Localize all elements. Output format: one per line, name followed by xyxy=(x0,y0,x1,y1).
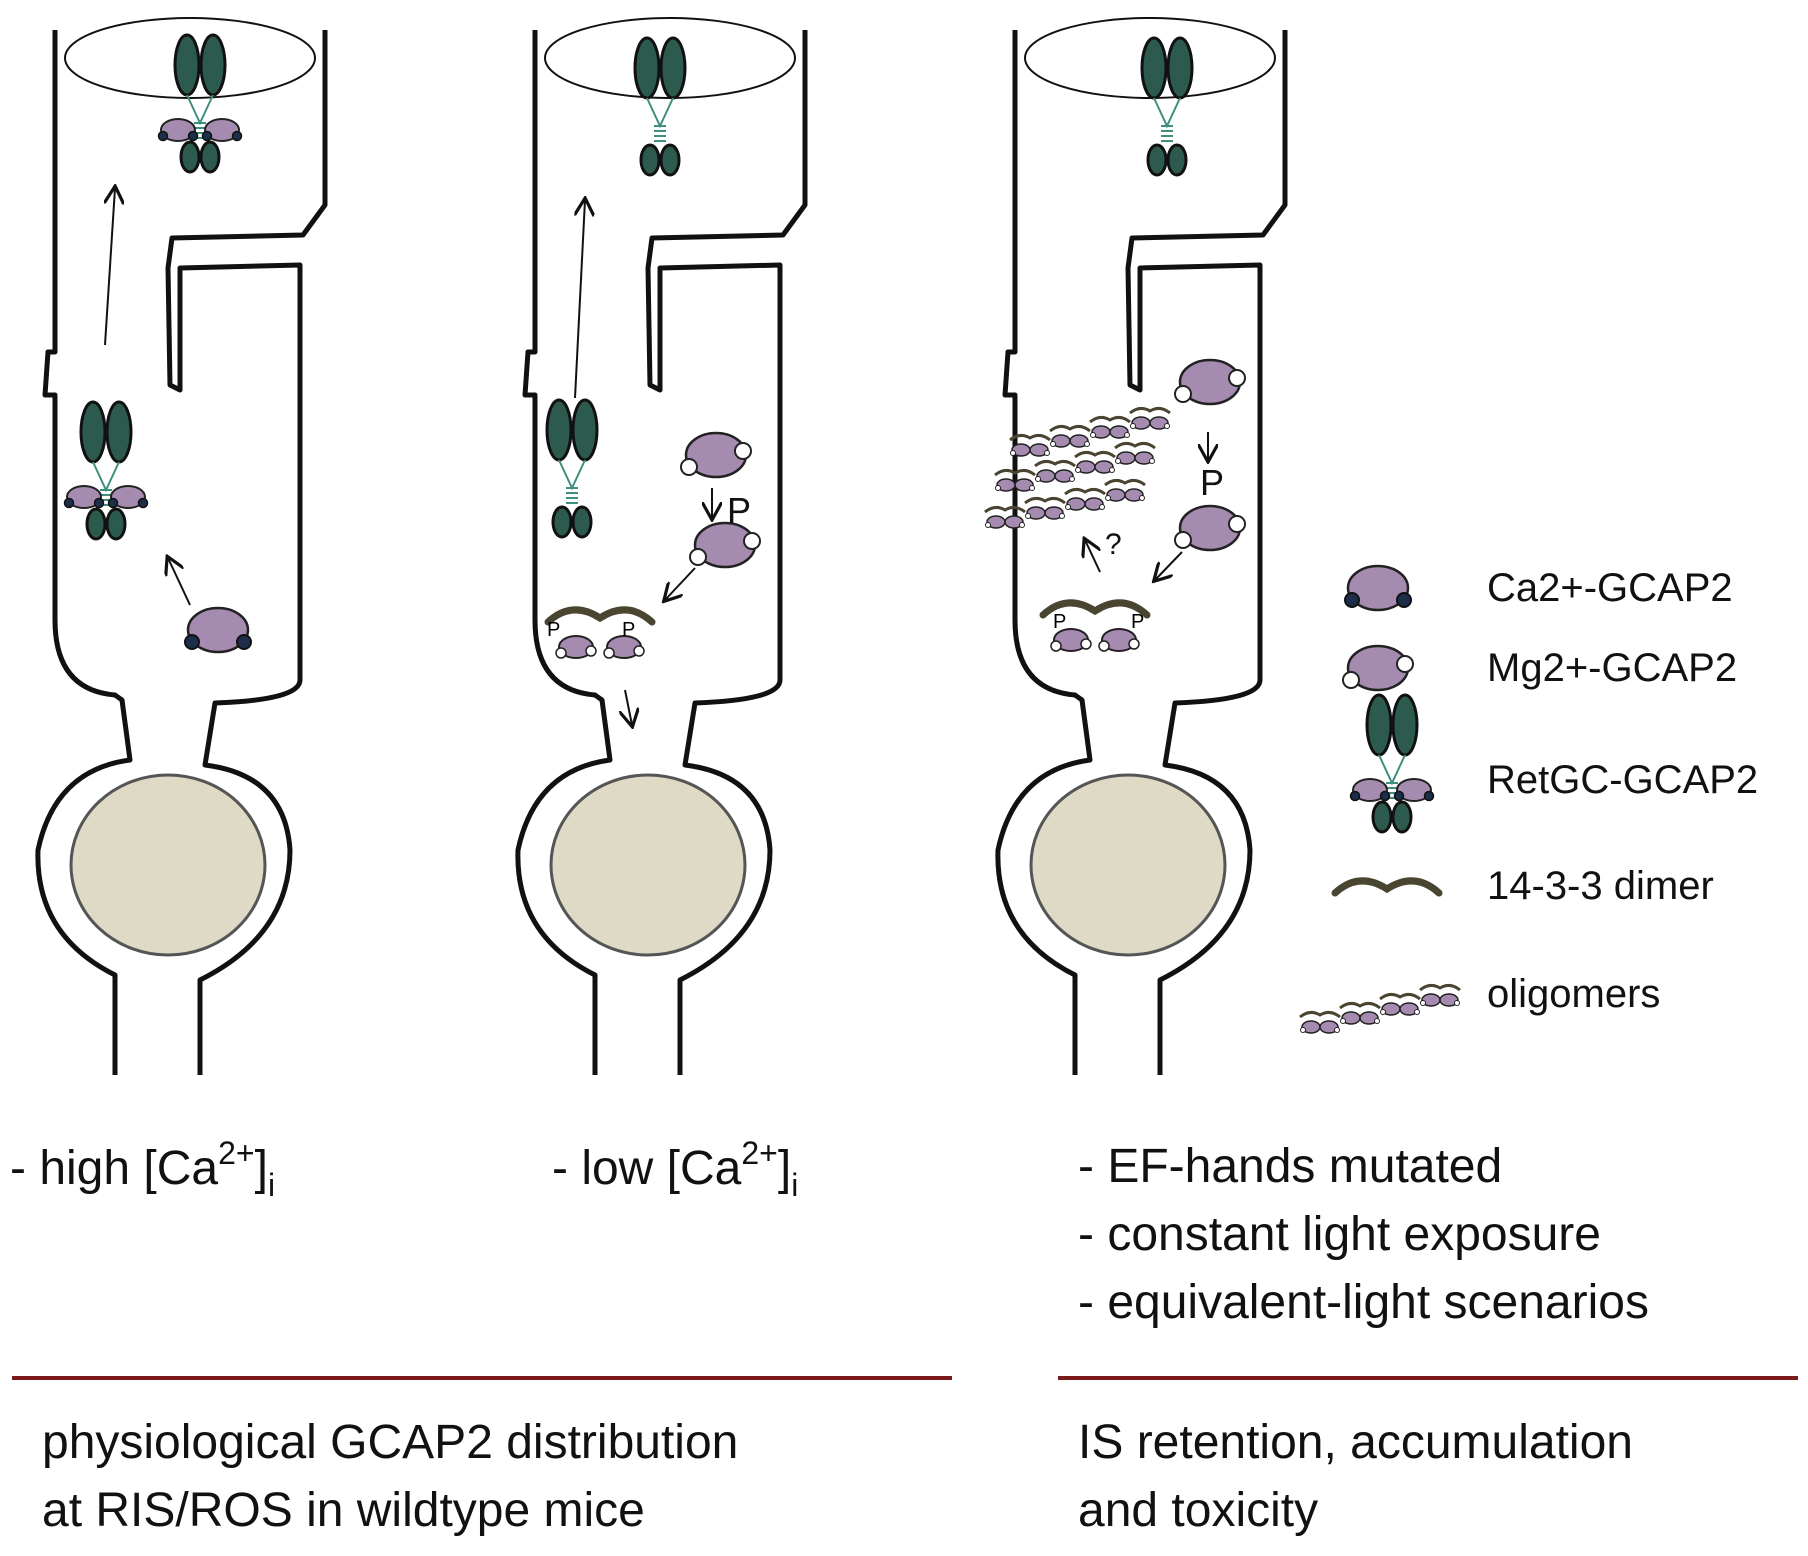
panel-2-content xyxy=(545,36,762,725)
legend-mg-gcap2-icon xyxy=(1341,644,1415,692)
ca-gcap2-molecule xyxy=(183,606,253,654)
cell-outline-high-ca-right xyxy=(165,30,328,1075)
binding-arrow xyxy=(168,558,191,606)
divider-left xyxy=(12,1376,952,1380)
condition-low-ca: - low [Ca2+]i xyxy=(552,1135,799,1203)
complex-p-label-2: P xyxy=(622,619,635,641)
mg-gcap2-phosphorylated-3 xyxy=(1173,504,1247,552)
legend-dimer-label: 14-3-3 dimer xyxy=(1487,864,1714,908)
condition-high-ca: - high [Ca2+]i xyxy=(10,1135,276,1203)
legend-mg-gcap2-label: Mg2+-GCAP2 xyxy=(1487,646,1738,690)
outer-segment-disc xyxy=(64,17,316,99)
summary-right-line-1: IS retention, accumulation xyxy=(1078,1416,1633,1469)
phospho-label-panel3: P xyxy=(1200,462,1225,503)
summary-left-line-2: at RIS/ROS in wildtype mice xyxy=(42,1484,645,1537)
complex-p-label-1: P xyxy=(547,619,560,641)
cell-outline-high-ca-left xyxy=(35,30,133,1075)
nucleus xyxy=(1029,773,1227,957)
cell-outline-low-ca-left xyxy=(515,30,613,1075)
summary-right-line-2: and toxicity xyxy=(1078,1484,1319,1537)
question-mark: ? xyxy=(1105,528,1122,561)
retgc-dimer-is xyxy=(545,398,599,539)
retgc-dimer-ros xyxy=(633,36,687,177)
complex-p-label-3: P xyxy=(1053,611,1066,633)
summary-left-line-1: physiological GCAP2 distribution xyxy=(42,1416,739,1469)
transport-arrow-2 xyxy=(574,200,585,399)
retgc-dimer-ros-3 xyxy=(1140,36,1194,177)
panel-1-content xyxy=(65,35,253,654)
cell-outline-low-ca-right xyxy=(645,30,808,1075)
nucleus xyxy=(69,773,267,957)
oligomerization-arrow xyxy=(1085,540,1101,573)
condition-line-light: - constant light exposure xyxy=(1078,1208,1601,1261)
binding-arrow-3 xyxy=(1155,551,1183,580)
mg-gcap2-molecule-3 xyxy=(1173,358,1247,406)
legend-retgc-gcap2-label: RetGC-GCAP2 xyxy=(1487,758,1759,802)
retgc-gcap2-complex-is xyxy=(65,402,148,539)
panel-3-content xyxy=(985,36,1247,651)
complex-p-label-4: P xyxy=(1131,611,1144,633)
dimer-1433-complex xyxy=(548,610,652,658)
divider-right xyxy=(1058,1376,1798,1380)
legend-dimer-icon xyxy=(1335,881,1439,893)
legend-icons xyxy=(1300,564,1460,1033)
exit-arrow xyxy=(625,689,632,725)
legend-ca-gcap2-label: Ca2+-GCAP2 xyxy=(1487,566,1733,610)
legend-oligomers-label: oligomers xyxy=(1487,972,1661,1016)
transport-arrow xyxy=(104,188,115,346)
mg-gcap2-molecule xyxy=(679,431,753,479)
phospho-label-panel2: P xyxy=(727,490,752,531)
retgc-gcap2-complex-ros xyxy=(159,35,242,172)
legend-ca-gcap2-icon xyxy=(1343,564,1413,612)
cell-outline-mutant-right xyxy=(1125,30,1288,1075)
legend-retgc-gcap2-icon xyxy=(1351,695,1434,832)
cell-outline-mutant-left xyxy=(995,30,1093,1075)
nucleus xyxy=(549,773,747,957)
condition-line-ef-hands: - EF-hands mutated xyxy=(1078,1140,1503,1193)
binding-arrow-1433 xyxy=(665,567,696,600)
condition-line-equivalent: - equivalent-light scenarios xyxy=(1078,1276,1649,1329)
legend-oligomer-icon xyxy=(1300,985,1460,1033)
